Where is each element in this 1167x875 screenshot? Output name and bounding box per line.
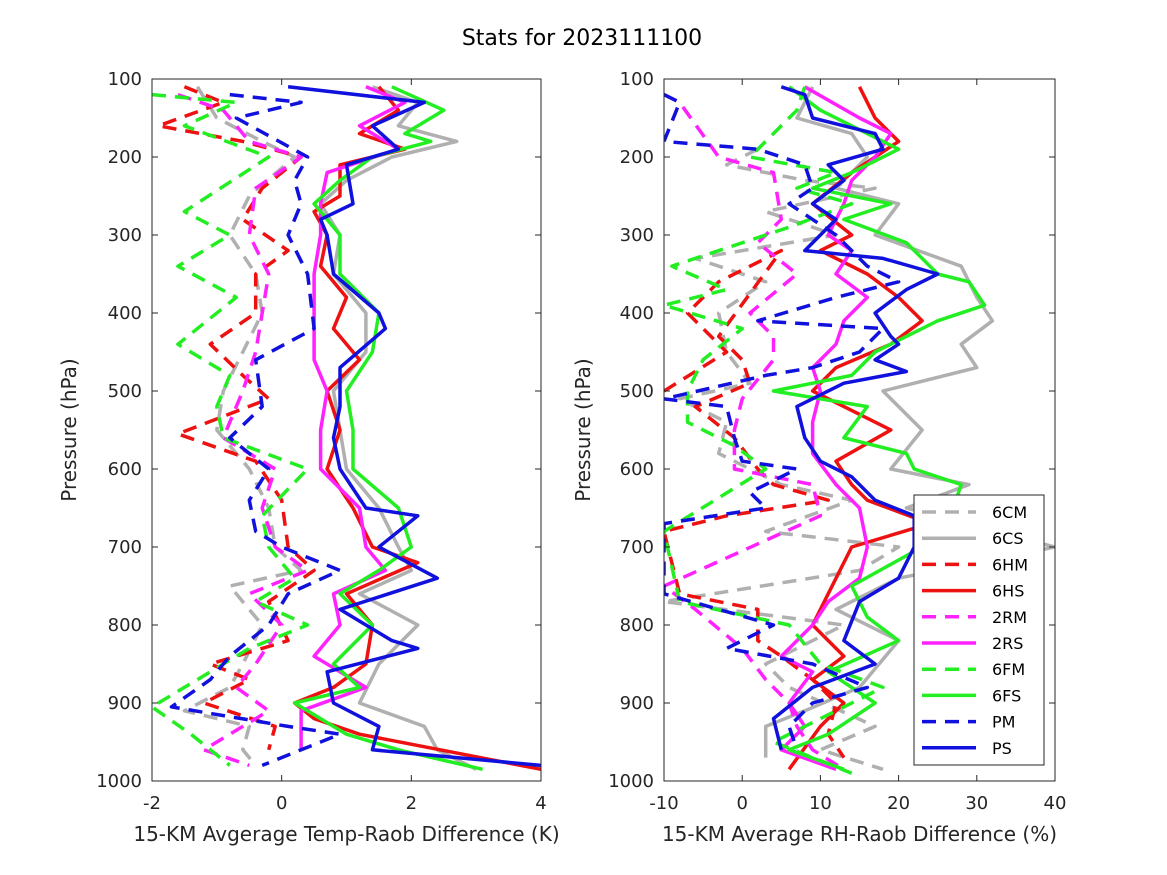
legend-label-6hs: 6HS xyxy=(992,582,1024,601)
temp-series-pm xyxy=(169,92,342,768)
rh-x-tick-label: 40 xyxy=(1044,793,1067,814)
rh-series-pm xyxy=(664,93,901,751)
rh-series-ps xyxy=(771,85,940,751)
legend-label-6hm: 6HM xyxy=(992,555,1028,574)
legend-label-ps: PS xyxy=(992,739,1012,758)
temp-y-tick-label: 1000 xyxy=(96,771,142,792)
rh-difference-panel: -10 0 10 20 30 40 100 200 300 400 500 600 700 800 900 1… xyxy=(571,69,1066,846)
temp-axis-ticks: -2 0 2 4 100 200 300 400 500 600 700 800 900 1000 xyxy=(96,69,547,814)
temp-y-tick-label: 900 xyxy=(108,693,142,714)
temp-x-tick-label: 4 xyxy=(535,793,546,814)
temp-difference-panel: -2 0 2 4 100 200 300 400 500 600 700 800 900 1000 15-… xyxy=(57,69,560,846)
legend-label-6cm: 6CM xyxy=(992,503,1027,522)
rh-y-tick-label: 400 xyxy=(620,303,654,324)
rh-series-6fs xyxy=(771,85,987,771)
rh-x-tick-label: -10 xyxy=(649,793,678,814)
temp-series-lines xyxy=(152,85,541,772)
temp-y-tick-label: 200 xyxy=(108,147,142,168)
rh-y-tick-label: 900 xyxy=(620,693,654,714)
legend-label-6fm: 6FM xyxy=(992,660,1025,679)
rh-x-tick-label: 0 xyxy=(736,793,747,814)
temp-x-axis-label: 15-KM Avgerage Temp-Raob Difference (K) xyxy=(133,822,559,846)
rh-y-tick-label: 200 xyxy=(620,147,654,168)
temp-x-tick-label: 2 xyxy=(406,793,417,814)
rh-y-tick-label: 800 xyxy=(620,615,654,636)
legend: 6CM 6CS 6HM 6HS 2RM 2RS 6FM 6FS PM PS xyxy=(913,494,1045,766)
temp-y-axis-label: Pressure (hPa) xyxy=(57,358,81,501)
legend-label-pm: PM xyxy=(992,713,1015,732)
temp-plot-frame xyxy=(151,78,542,782)
rh-series-2rs xyxy=(779,85,893,771)
temp-y-tick-label: 800 xyxy=(108,615,142,636)
rh-y-tick-label: 100 xyxy=(620,69,654,90)
rh-axis-ticks: -10 0 10 20 30 40 100 200 300 400 500 600 700 800 900 1… xyxy=(608,69,1066,814)
temp-y-tick-label: 400 xyxy=(108,303,142,324)
legend-label-2rm: 2RM xyxy=(992,608,1027,627)
temp-y-tick-label: 600 xyxy=(108,459,142,480)
temp-y-tick-label: 100 xyxy=(108,69,142,90)
rh-plot-frame xyxy=(663,78,1056,782)
rh-x-tick-label: 20 xyxy=(887,793,910,814)
temp-series-ps xyxy=(287,85,541,768)
rh-x-axis-label: 15-KM Average RH-Raob Difference (%) xyxy=(662,822,1057,846)
temp-y-tick-label: 500 xyxy=(108,381,142,402)
rh-x-tick-label: 30 xyxy=(965,793,988,814)
temp-x-tick-label: 0 xyxy=(276,793,287,814)
temp-y-tick-label: 700 xyxy=(108,537,142,558)
legend-box xyxy=(913,494,1045,766)
rh-y-axis-label: Pressure (hPa) xyxy=(571,358,595,501)
rh-y-tick-label: 1000 xyxy=(608,771,654,792)
temp-x-tick-label: -2 xyxy=(143,793,161,814)
rh-x-tick-label: 10 xyxy=(809,793,832,814)
figure-title: Stats for 2023111100 xyxy=(462,26,702,51)
rh-series-lines xyxy=(664,85,1055,775)
legend-label-6cs: 6CS xyxy=(992,529,1024,548)
rh-series-2rm xyxy=(664,93,845,771)
rh-series-6fm xyxy=(664,86,885,775)
rh-y-tick-label: 700 xyxy=(620,537,654,558)
rh-y-tick-label: 500 xyxy=(620,381,654,402)
temp-series-6cs xyxy=(318,85,477,771)
temp-y-tick-label: 300 xyxy=(108,225,142,246)
rh-series-6hm xyxy=(664,248,846,759)
legend-label-6fs: 6FS xyxy=(992,686,1021,705)
rh-y-tick-label: 300 xyxy=(620,225,654,246)
legend-label-2rs: 2RS xyxy=(992,634,1023,653)
rh-y-tick-label: 600 xyxy=(620,459,654,480)
